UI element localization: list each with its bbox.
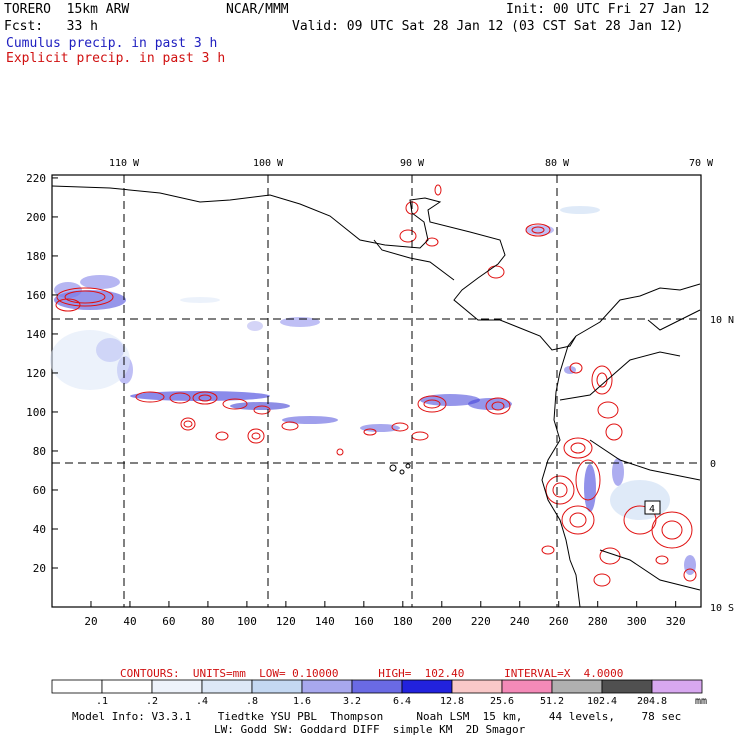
longitude-label: 100 W bbox=[253, 158, 284, 169]
colorbar-swatch bbox=[651, 679, 703, 694]
y-tick-label: 40 bbox=[33, 523, 46, 536]
colorbar-swatch bbox=[151, 679, 203, 694]
latitude-label: 10 S bbox=[710, 603, 734, 614]
y-tick-label: 100 bbox=[26, 406, 46, 419]
y-tick-label: 120 bbox=[26, 367, 46, 380]
colorbar-label: 3.2 bbox=[343, 696, 361, 707]
colorbar-units: mm bbox=[695, 696, 708, 707]
colorbar-swatch bbox=[551, 679, 603, 694]
y-tick-label: 220 bbox=[26, 172, 46, 185]
y-tick-label: 20 bbox=[33, 562, 46, 575]
x-tick-label: 180 bbox=[393, 615, 413, 628]
model-info: Model Info: V3.3.1 Tiedtke YSU PBL Thomp… bbox=[72, 710, 682, 723]
region-box-marker bbox=[644, 500, 661, 515]
explicit-legend: Explicit precip. in past 3 h bbox=[6, 51, 226, 66]
latlon-grid bbox=[52, 175, 701, 607]
y-axis-ticks: 220 200 180 160 140 120 100 80 60 40 20 bbox=[26, 172, 58, 575]
x-tick-label: 100 bbox=[237, 615, 257, 628]
y-tick-label: 140 bbox=[26, 328, 46, 341]
colorbar: .1 .2 .4 .8 1.6 3.2 6.4 12.8 25.6 51.2 102.4 204.8 bbox=[51, 679, 703, 707]
colorbar-label: 102.4 bbox=[587, 696, 617, 707]
x-axis-ticks: 20 40 60 80 100 120 140 160 180 200 220 240 260 280 30… bbox=[84, 601, 686, 628]
colorbar-swatch bbox=[401, 679, 453, 694]
model-title: TORERO 15km ARW bbox=[4, 2, 130, 17]
colorbar-swatch bbox=[501, 679, 553, 694]
colorbar-swatch bbox=[101, 679, 153, 694]
colorbar-swatch bbox=[201, 679, 253, 694]
contours-info: CONTOURS: UNITS=mm LOW= 0.10000 HIGH= 10… bbox=[120, 667, 624, 680]
longitude-labels: 110 W 100 W 90 W 80 W 70 W bbox=[109, 158, 714, 169]
colorbar-swatch bbox=[451, 679, 503, 694]
colorbar-swatch bbox=[251, 679, 303, 694]
colorbar-label: .4 bbox=[196, 696, 208, 707]
y-tick-label: 60 bbox=[33, 484, 46, 497]
colorbar-label: 25.6 bbox=[490, 696, 514, 707]
colorbar-label: 1.6 bbox=[293, 696, 311, 707]
colorbar-label: 12.8 bbox=[440, 696, 464, 707]
y-tick-label: 80 bbox=[33, 445, 46, 458]
org-label: NCAR/MMM bbox=[226, 2, 289, 17]
colorbar-swatch bbox=[301, 679, 353, 694]
x-tick-label: 140 bbox=[315, 615, 335, 628]
forecast-hour: Fcst: 33 h bbox=[4, 19, 98, 34]
colorbar-label: .1 bbox=[96, 696, 108, 707]
longitude-label: 80 W bbox=[545, 158, 570, 169]
x-tick-label: 280 bbox=[588, 615, 608, 628]
x-tick-label: 300 bbox=[627, 615, 647, 628]
colorbar-label: .8 bbox=[246, 696, 258, 707]
x-tick-label: 20 bbox=[84, 615, 97, 628]
y-tick-label: 200 bbox=[26, 211, 46, 224]
map-frame bbox=[51, 174, 702, 608]
x-tick-label: 240 bbox=[510, 615, 530, 628]
x-tick-label: 260 bbox=[549, 615, 569, 628]
x-tick-label: 320 bbox=[666, 615, 686, 628]
colorbar-swatch bbox=[351, 679, 403, 694]
longitude-label: 70 W bbox=[689, 158, 714, 169]
colorbar-label: 51.2 bbox=[540, 696, 564, 707]
colorbar-label: .2 bbox=[146, 696, 158, 707]
latitude-label: 10 N bbox=[710, 315, 734, 326]
valid-time: Valid: 09 UTC Sat 28 Jan 12 (03 CST Sat … bbox=[292, 19, 684, 34]
x-tick-label: 40 bbox=[123, 615, 136, 628]
x-tick-label: 200 bbox=[432, 615, 452, 628]
longitude-label: 90 W bbox=[400, 158, 425, 169]
x-tick-label: 220 bbox=[471, 615, 491, 628]
x-tick-label: 160 bbox=[354, 615, 374, 628]
latitude-labels: 10 N 0 10 S bbox=[710, 315, 734, 614]
x-tick-label: 60 bbox=[162, 615, 175, 628]
colorbar-swatch bbox=[51, 679, 103, 694]
colorbar-label: 6.4 bbox=[393, 696, 411, 707]
model-physics: LW: Godd SW: Goddard DIFF simple KM 2D S… bbox=[214, 723, 526, 736]
y-tick-label: 160 bbox=[26, 289, 46, 302]
y-tick-label: 180 bbox=[26, 250, 46, 263]
cumulus-legend: Cumulus precip. in past 3 h bbox=[6, 36, 218, 51]
longitude-label: 110 W bbox=[109, 158, 140, 169]
colorbar-swatch bbox=[601, 679, 653, 694]
init-time: Init: 00 UTC Fri 27 Jan 12 bbox=[506, 2, 710, 17]
colorbar-label: 204.8 bbox=[637, 696, 667, 707]
x-tick-label: 80 bbox=[201, 615, 214, 628]
x-tick-label: 120 bbox=[276, 615, 296, 628]
region-box-label: 4 bbox=[649, 504, 655, 515]
latitude-label: 0 bbox=[710, 459, 716, 470]
coastlines bbox=[51, 185, 701, 608]
